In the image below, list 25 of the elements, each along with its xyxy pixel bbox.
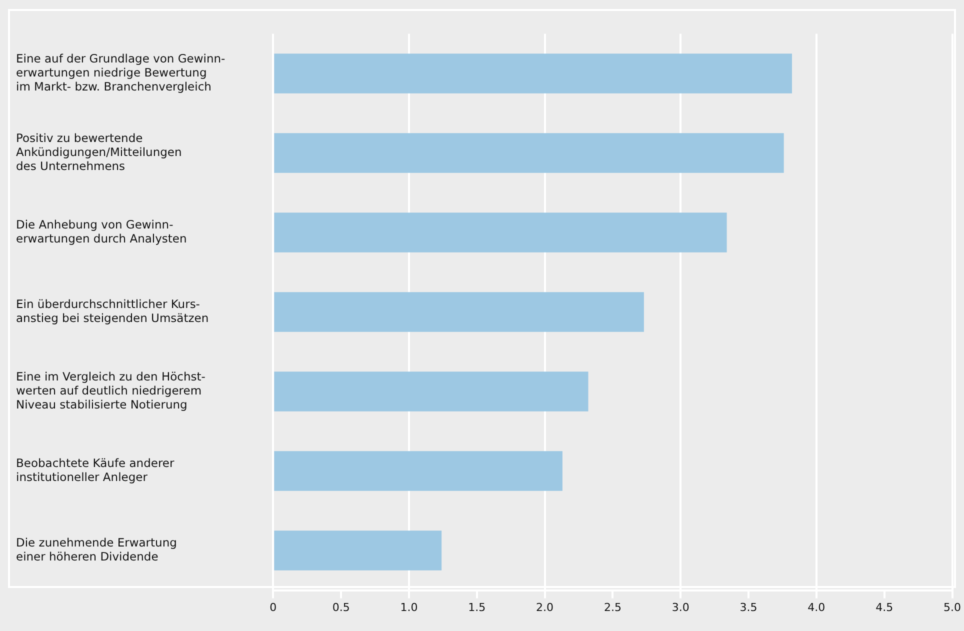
x-tick-label: 3.0 (672, 600, 690, 614)
x-tick-label: 2.5 (604, 600, 622, 614)
bar (274, 292, 644, 332)
x-tick-label: 3.5 (740, 600, 758, 614)
x-tick-label: 4.5 (876, 600, 894, 614)
bar (274, 530, 442, 570)
bar (274, 451, 562, 491)
x-tick-label: 4.0 (808, 600, 826, 614)
bar (274, 54, 792, 94)
y-tick-label: Die Anhebung von Gewinn- erwartungen durch Analysten (16, 218, 187, 246)
y-tick-label: Beobachtete Käufe anderer institutioneller Anleger (16, 456, 174, 484)
bar (274, 212, 727, 252)
y-tick-label: Ein überdurchschnittlicher Kurs- anstieg bei steigenden Umsätzen (16, 297, 209, 325)
x-tick-label: 2.0 (536, 600, 554, 614)
y-tick-label: Eine im Vergleich zu den Höchst- werten auf deutlich niedrigerem Niveau stabilisierte Notierung (16, 370, 206, 412)
y-tick-label: Die zunehmende Erwartung einer höheren Dividende (16, 536, 177, 564)
x-tick-label: 1.5 (468, 600, 486, 614)
x-tick-label: 1.0 (400, 600, 418, 614)
y-tick-label: Eine auf der Grundlage von Gewinn- erwartungen niedrige Bewertung im Markt- bzw. Branchenvergleich (16, 52, 226, 94)
bar (274, 133, 784, 173)
bar (274, 372, 588, 412)
x-tick-label: 5.0 (944, 600, 962, 614)
x-tick-label: 0.5 (332, 600, 350, 614)
x-tick-label: 0 (270, 600, 277, 614)
y-tick-label: Positiv zu bewertende Ankündigungen/Mitteilungen des Unternehmens (16, 131, 182, 173)
